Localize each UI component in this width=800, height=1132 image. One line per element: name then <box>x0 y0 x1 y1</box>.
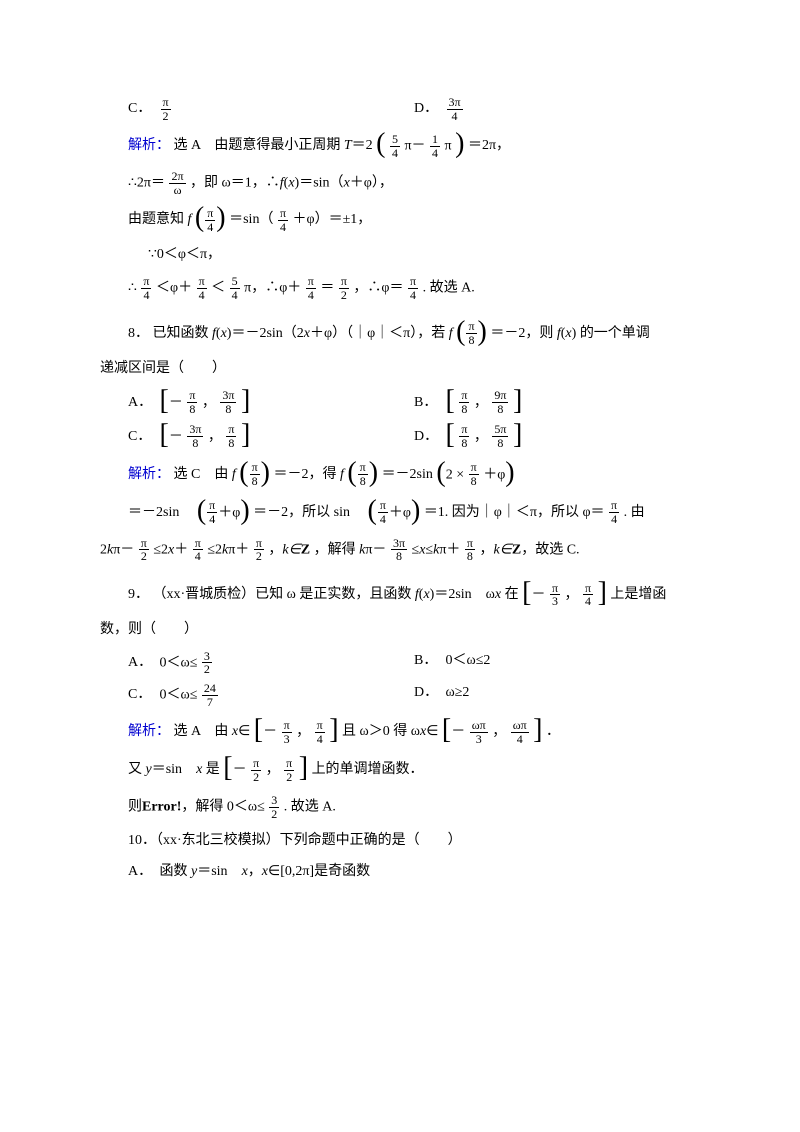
q8-sol-line2: ＝－2sin (π4＋φ) ＝－2，所以 sin (π4＋φ) ＝1. 因为｜φ… <box>100 499 700 527</box>
q7-sol-line1: 解析： 选 A 由题意得最小正周期 T＝2 ( 54 π－ 14 π ) ＝2π… <box>100 132 700 160</box>
q9-options-ab: A． 0＜ω≤ 32 B． 0＜ω≤2 <box>100 650 700 676</box>
q9-option-a: A． 0＜ω≤ 32 <box>100 650 414 676</box>
q8-options-cd: C． [－ 3π8 ， π8 ] D． [ π8 ， 5π8 ] <box>100 423 700 451</box>
fraction: 3π 4 <box>447 96 463 122</box>
q9-option-c: C． 0＜ω≤ 247 <box>100 682 414 708</box>
q8-option-c: C． [－ 3π8 ， π8 ] <box>100 423 414 451</box>
q8-stem-2: 递减区间是（ ） <box>100 358 700 379</box>
fraction: π 2 <box>161 96 171 122</box>
q8-option-b: B． [ π8 ， 9π8 ] <box>414 389 700 417</box>
option-label: C． <box>128 98 156 119</box>
q9-stem: 9． （xx·晋城质检）已知 ω 是正实数，且函数 f(x)＝2sin ωx 在… <box>100 581 700 609</box>
q10-stem: 10．（xx·东北三校模拟）下列命题中正确的是（ ） <box>100 830 700 851</box>
q9-option-b: B． 0＜ω≤2 <box>414 650 700 671</box>
q7-sol-line3: 由题意知 f (π4) ＝sin（ π4 ＋φ）＝±1， <box>100 206 700 234</box>
q9-option-d: D． ω≥2 <box>414 682 700 703</box>
q9-stem-2: 数，则（ ） <box>100 619 700 640</box>
q10-option-a: A． 函数 y＝sin x，x∈[0,2π]是奇函数 <box>100 861 700 882</box>
q8-sol-line1: 解析： 选 C 由 f (π8) ＝－2，得 f (π8) ＝－2sin (2 … <box>100 461 700 489</box>
q8-sol-line3: 2kπ－ π2 ≤2x＋ π4 ≤2kπ＋ π2 ，k∈Z ，解得 kπ－ 3π… <box>100 537 700 563</box>
page: C． π 2 D． 3π 4 解析： 选 A 由题意得最小正周期 T＝2 ( 5… <box>0 0 800 952</box>
q7-option-c: C． π 2 <box>100 96 414 122</box>
q7-options-cd: C． π 2 D． 3π 4 <box>100 96 700 122</box>
q9-sol-line2: 又 y＝sin x 是 [－ π2 ， π2 ] 上的单调增函数． <box>100 756 700 784</box>
error-text: Error! <box>142 799 181 814</box>
q7-sol-line5: ∴ π4 ＜φ＋ π4 ＜ 54 π，∴φ＋ π4 ＝ π2 ，∴φ＝ π4 .… <box>100 275 700 301</box>
q9-sol-line1: 解析： 选 A 由 x∈ [－ π3 ， π4 ] 且 ω＞0 得 ωx∈ [－… <box>100 718 700 746</box>
solution-prefix: 解析： <box>128 138 170 153</box>
left-paren-icon: ( <box>376 130 385 158</box>
q7-option-d: D． 3π 4 <box>414 96 700 122</box>
right-paren-icon: ) <box>455 130 464 158</box>
q8-stem: 8． 已知函数 f(x)＝－2sin（2x＋φ）（｜φ｜＜π），若 f (π8)… <box>100 320 700 348</box>
q7-sol-line4: ∵0＜φ＜π， <box>100 244 700 265</box>
q9-options-cd: C． 0＜ω≤ 247 D． ω≥2 <box>100 682 700 708</box>
q7-sol-line2: ∴2π＝ 2πω ，即 ω＝1，∴f(x)＝sin（x＋φ）， <box>100 170 700 196</box>
q8-option-d: D． [ π8 ， 5π8 ] <box>414 423 700 451</box>
q8-options-ab: A． [－ π8 ， 3π8 ] B． [ π8 ， 9π8 ] <box>100 389 700 417</box>
q8-option-a: A． [－ π8 ， 3π8 ] <box>100 389 414 417</box>
option-label: D． <box>414 98 442 119</box>
q9-sol-line3: 则Error!，解得 0＜ω≤ 32 . 故选 A. <box>100 794 700 820</box>
